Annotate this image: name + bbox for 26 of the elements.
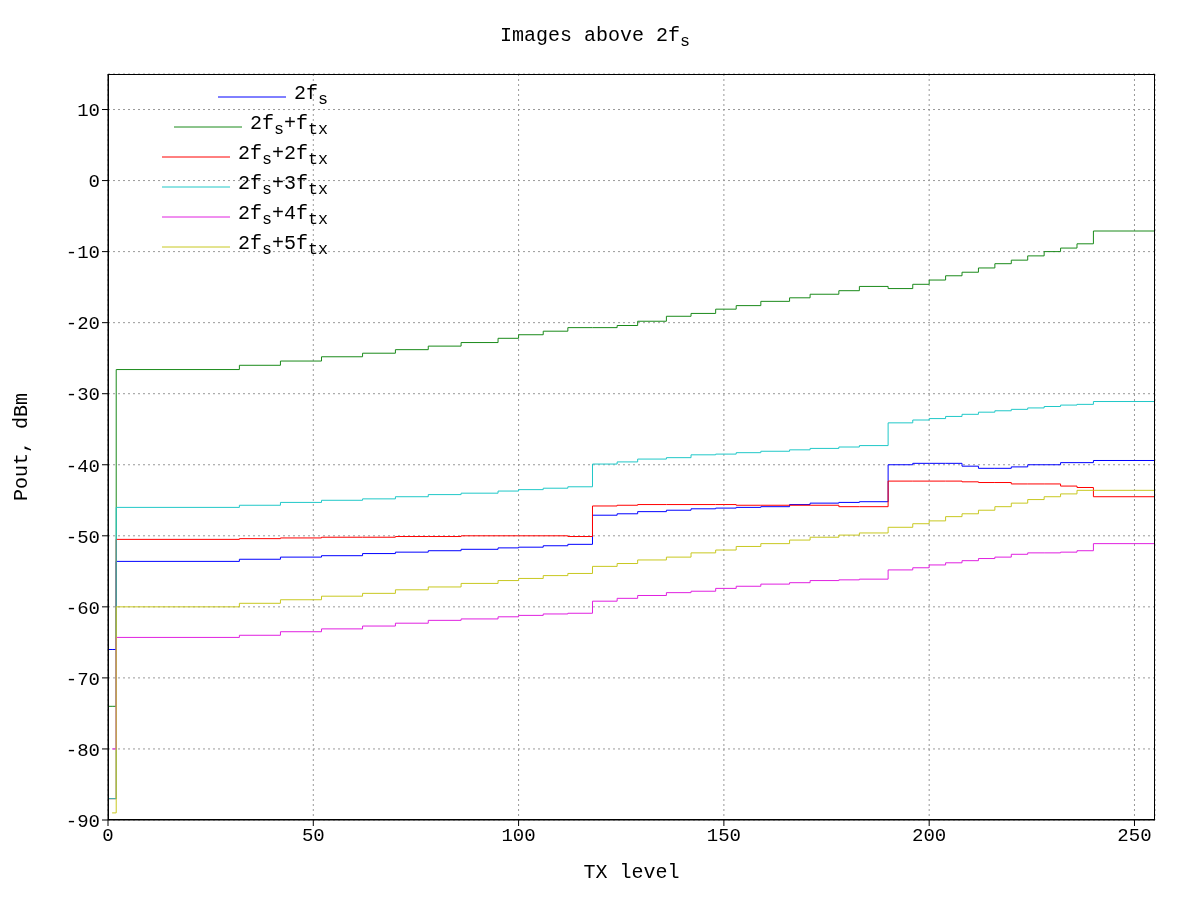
y-tick-label: -60: [65, 597, 100, 620]
legend-label: 2f$_{s}$+5f$_{tx}$: [237, 232, 328, 259]
y-tick-label: -30: [65, 384, 100, 407]
y-tick-label: -50: [65, 526, 100, 549]
x-axis-title: TX level: [583, 861, 680, 884]
legend-label: 2f$_{s}$+4f$_{tx}$: [237, 202, 328, 229]
y-tick-label: -90: [65, 810, 100, 833]
y-tick-label: -40: [65, 455, 100, 478]
y-tick-label: -70: [65, 668, 100, 691]
y-axis-title: Pout, dBm: [10, 392, 34, 502]
y-tick-label: 10: [77, 100, 100, 123]
x-tick-label: 150: [706, 825, 741, 848]
x-tick-label: 0: [102, 825, 114, 848]
x-tick-label: 250: [1117, 825, 1152, 848]
x-tick-label: 50: [301, 825, 325, 848]
legend-label: 2f$_{s}$+f$_{tx}$: [249, 112, 328, 139]
y-tick-label: -10: [65, 242, 100, 265]
y-tick-label: 0: [88, 171, 100, 194]
y-tick-label: -80: [65, 739, 100, 762]
legend-label: 2f$_{s}$+3f$_{tx}$: [237, 172, 328, 199]
y-tick-label: -20: [65, 313, 100, 336]
legend-label: 2f$_{s}$+2f$_{tx}$: [237, 142, 328, 169]
legend-label: 2f$_{s}$: [293, 82, 328, 109]
chart-title: Images above 2f$_{s}$: [499, 24, 691, 51]
x-tick-label: 100: [501, 825, 536, 848]
x-tick-label: 200: [912, 825, 947, 848]
